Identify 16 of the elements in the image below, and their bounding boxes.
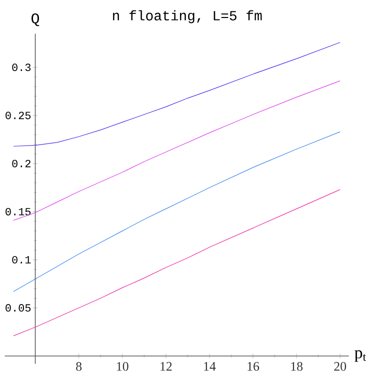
x-tick-label: 18: [291, 362, 303, 371]
y-tick-label: 0.3: [12, 64, 31, 72]
y-tick-label: 0.2: [12, 160, 30, 168]
x-tick-label: 8: [76, 362, 82, 371]
chart-title: n floating, L=5 fm: [113, 10, 262, 24]
x-tick-label: 14: [204, 362, 216, 371]
y-axis-title: Q: [32, 13, 40, 26]
x-tick-label: 12: [160, 362, 172, 371]
x-tick-label: 16: [248, 362, 260, 371]
y-tick-label: 0.25: [6, 112, 31, 120]
x-tick-label: 20: [334, 362, 346, 371]
y-tick-label: 0.15: [6, 208, 31, 216]
x-tick-label: 10: [117, 362, 128, 371]
y-tick-label: 0.05: [6, 304, 31, 312]
y-tick-label: 0.1: [12, 256, 31, 264]
x-axis-title: p$_{t}$: [354, 350, 366, 362]
